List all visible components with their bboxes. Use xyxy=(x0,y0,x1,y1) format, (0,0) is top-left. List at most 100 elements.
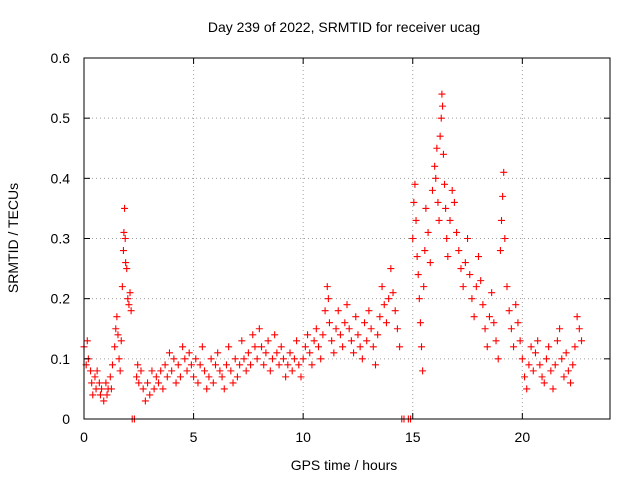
data-point xyxy=(424,228,432,236)
data-point xyxy=(516,337,524,345)
data-point xyxy=(102,379,110,387)
data-point xyxy=(124,295,132,303)
data-point xyxy=(115,355,123,363)
data-point xyxy=(146,391,154,399)
data-point xyxy=(488,289,496,297)
x-axis-tick-labels: 0 5 10 15 20 xyxy=(80,429,530,445)
data-point xyxy=(551,361,559,369)
data-point xyxy=(477,277,485,285)
data-point xyxy=(578,337,586,345)
data-point xyxy=(170,355,178,363)
data-point xyxy=(378,283,386,291)
data-point xyxy=(310,337,318,345)
data-point xyxy=(301,343,309,351)
data-point xyxy=(174,361,182,369)
data-point xyxy=(437,114,445,122)
data-point xyxy=(553,337,561,345)
data-point xyxy=(562,349,570,357)
data-point xyxy=(575,325,583,333)
data-point xyxy=(540,379,548,387)
data-point xyxy=(527,343,535,351)
data-point xyxy=(369,343,377,351)
data-point xyxy=(536,361,544,369)
data-point xyxy=(207,355,215,363)
data-point xyxy=(439,102,447,110)
data-point xyxy=(240,355,248,363)
data-point xyxy=(88,379,96,387)
data-point xyxy=(231,355,239,363)
data-point xyxy=(330,349,338,357)
data-point xyxy=(409,235,417,242)
data-point xyxy=(306,349,314,357)
data-point xyxy=(135,379,143,387)
data-point xyxy=(328,337,336,345)
data-point xyxy=(286,349,294,357)
data-point xyxy=(321,307,329,315)
data-point xyxy=(297,373,305,381)
data-point xyxy=(556,325,564,333)
data-point xyxy=(196,361,204,369)
data-point xyxy=(468,295,476,303)
data-point xyxy=(466,271,474,279)
data-point xyxy=(324,295,332,303)
data-point xyxy=(341,319,349,327)
data-point xyxy=(446,216,454,224)
data-point xyxy=(118,283,126,291)
data-point xyxy=(457,265,465,273)
data-point xyxy=(419,367,427,375)
data-point xyxy=(442,204,450,212)
data-point xyxy=(567,379,575,387)
data-point xyxy=(494,355,502,363)
data-point xyxy=(150,385,158,393)
data-point xyxy=(432,174,440,182)
data-point xyxy=(227,367,235,375)
data-point xyxy=(137,367,145,375)
data-point xyxy=(382,319,390,327)
data-point xyxy=(205,373,213,381)
data-point xyxy=(299,355,307,363)
data-point xyxy=(201,367,209,375)
data-point xyxy=(560,373,568,381)
data-point xyxy=(347,337,355,345)
data-point xyxy=(507,325,515,333)
data-point xyxy=(273,349,281,357)
data-point xyxy=(290,355,298,363)
data-point xyxy=(141,397,149,405)
x-tick-label: 5 xyxy=(190,429,198,445)
data-point xyxy=(87,367,95,375)
data-point xyxy=(279,355,287,363)
y-tick-label: 0.5 xyxy=(51,110,71,126)
data-point xyxy=(253,355,261,363)
data-point xyxy=(312,325,320,333)
data-point xyxy=(439,150,447,158)
data-point xyxy=(500,168,508,176)
data-point xyxy=(549,385,557,393)
data-point xyxy=(564,367,572,375)
data-point xyxy=(411,180,419,188)
data-point xyxy=(238,337,246,345)
data-point xyxy=(139,385,147,393)
data-point xyxy=(339,343,347,351)
data-point xyxy=(134,361,142,369)
data-point xyxy=(380,301,388,309)
data-point xyxy=(481,325,489,333)
data-point xyxy=(573,313,581,321)
data-point xyxy=(464,235,472,242)
data-point xyxy=(571,343,579,351)
data-point xyxy=(569,361,577,369)
data-point xyxy=(165,349,173,357)
data-point xyxy=(531,349,539,357)
data-point xyxy=(358,355,366,363)
data-point xyxy=(475,253,482,261)
data-point xyxy=(214,349,222,357)
data-point xyxy=(315,343,323,351)
data-point xyxy=(529,367,537,375)
data-point xyxy=(126,289,134,297)
data-point xyxy=(387,265,395,273)
data-point xyxy=(413,253,421,261)
data-point xyxy=(284,361,292,369)
data-point xyxy=(376,313,384,321)
data-point xyxy=(203,385,211,393)
data-point xyxy=(433,144,441,152)
